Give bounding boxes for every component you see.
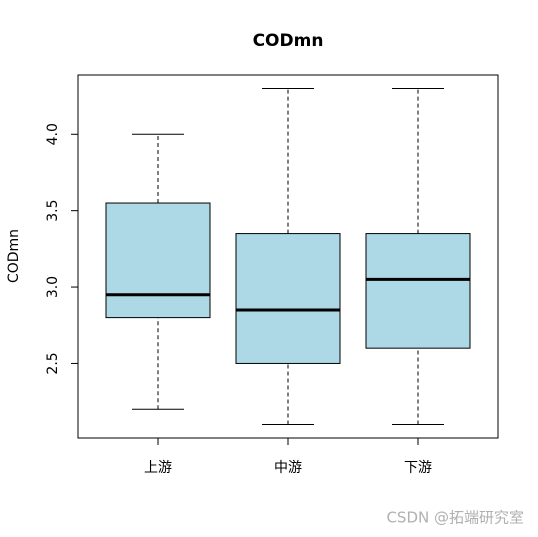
box: [365, 233, 471, 349]
x-tick-label: 中游: [274, 460, 302, 476]
y-tick-label: 3.0: [45, 276, 61, 298]
box: [235, 233, 341, 364]
y-tick-label: 3.5: [45, 200, 61, 222]
y-tick-label: 4.0: [45, 123, 61, 145]
watermark: CSDN @拓端研究室: [386, 509, 524, 527]
chart-title: CODmn: [253, 31, 324, 51]
y-axis-label: CODmn: [6, 229, 22, 283]
x-tick-label: 下游: [404, 460, 432, 476]
box: [105, 202, 211, 319]
x-tick-label: 上游: [144, 460, 172, 476]
y-tick-label: 2.5: [45, 352, 61, 374]
